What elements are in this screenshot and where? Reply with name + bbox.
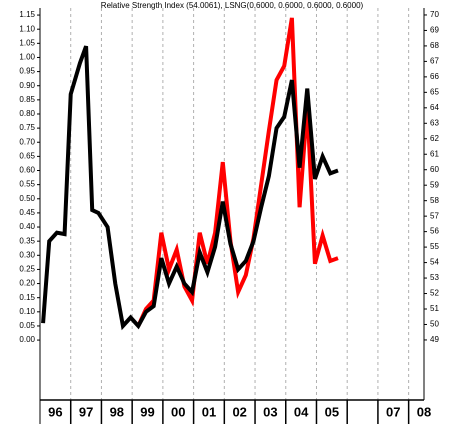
- y2-tick-label: 49: [430, 335, 439, 344]
- y2-tick-label: 52: [430, 289, 439, 298]
- y-tick-label: 0.45: [19, 208, 35, 217]
- y2-tick-label: 60: [430, 165, 439, 174]
- y-tick-label: 0.70: [19, 137, 35, 146]
- y-tick-label: 1.15: [19, 10, 35, 19]
- y2-tick-label: 55: [430, 242, 439, 251]
- y-tick-label: 0.90: [19, 81, 35, 90]
- chart-title: Relative Strength Index (54.0061), LSNG(…: [101, 1, 364, 10]
- x-tick-label: 00: [171, 404, 185, 419]
- y-tick-label: 0.95: [19, 67, 35, 76]
- y-tick-label: 0.55: [19, 180, 35, 189]
- y2-tick-label: 70: [430, 10, 439, 19]
- y2-tick-label: 51: [430, 304, 439, 313]
- y-tick-label: 0.85: [19, 95, 35, 104]
- series-line: [41, 45, 339, 331]
- y-tick-label: 0.30: [19, 250, 35, 259]
- y2-tick-label: 67: [430, 57, 439, 66]
- y2-tick-label: 57: [430, 211, 439, 220]
- y2-tick-label: 53: [430, 273, 439, 282]
- x-tick-label: 04: [294, 404, 309, 419]
- y2-tick-label: 66: [430, 72, 439, 81]
- x-tick-label: 97: [79, 404, 93, 419]
- x-tick-label: 02: [232, 404, 246, 419]
- y2-tick-label: 50: [430, 320, 439, 329]
- y-tick-label: 0.20: [19, 279, 35, 288]
- y2-tick-label: 65: [430, 87, 439, 96]
- x-tick-label: 96: [48, 404, 62, 419]
- x-tick-label: 07: [386, 404, 400, 419]
- x-tick-label: 08: [417, 404, 431, 419]
- y-tick-label: 1.10: [19, 24, 35, 33]
- y2-tick-label: 68: [430, 41, 439, 50]
- y2-tick-label: 69: [430, 26, 439, 35]
- y-tick-label: 0.10: [19, 307, 35, 316]
- y-tick-label: 0.35: [19, 236, 35, 245]
- x-tick-label: 98: [110, 404, 124, 419]
- y-tick-label: 0.15: [19, 293, 35, 302]
- y-tick-label: 0.80: [19, 109, 35, 118]
- y2-tick-label: 64: [430, 103, 439, 112]
- y-tick-label: 0.05: [19, 321, 35, 330]
- y-tick-label: 0.50: [19, 194, 35, 203]
- y-tick-label: 1.00: [19, 53, 35, 62]
- y2-tick-label: 58: [430, 196, 439, 205]
- y2-tick-label: 54: [430, 258, 439, 267]
- y-tick-label: 0.75: [19, 123, 35, 132]
- x-tick-label: 99: [140, 404, 154, 419]
- x-tick-label: 03: [263, 404, 277, 419]
- y-tick-label: 0.40: [19, 222, 35, 231]
- y-tick-label: 1.05: [19, 38, 35, 47]
- x-tick-label: 01: [202, 404, 216, 419]
- x-tick-label: 05: [325, 404, 339, 419]
- y2-tick-label: 56: [430, 227, 439, 236]
- y-tick-label: 0.00: [19, 335, 35, 344]
- y2-tick-label: 63: [430, 118, 439, 127]
- y2-tick-label: 59: [430, 180, 439, 189]
- series-line: [136, 17, 339, 327]
- y2-tick-label: 62: [430, 134, 439, 143]
- y2-tick-label: 61: [430, 149, 439, 158]
- y-tick-label: 0.60: [19, 166, 35, 175]
- y-tick-label: 0.25: [19, 265, 35, 274]
- y-tick-label: 0.65: [19, 151, 35, 160]
